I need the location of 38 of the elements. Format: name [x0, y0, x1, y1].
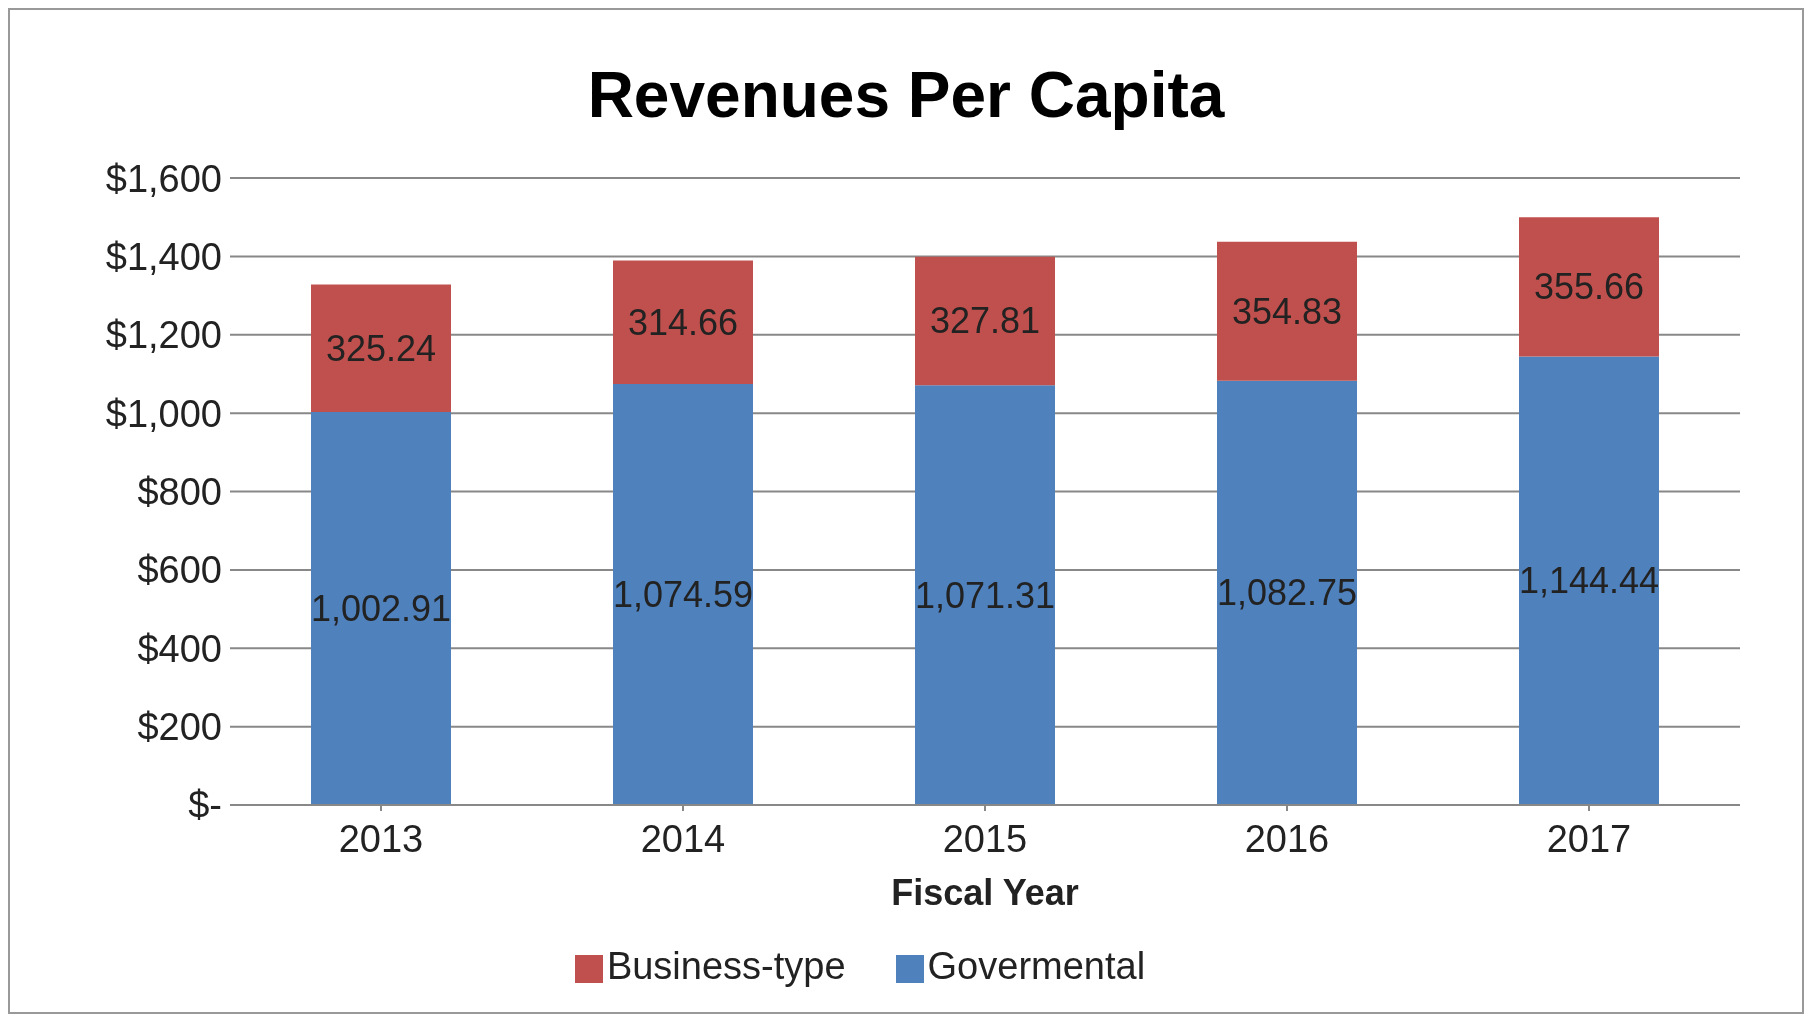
bar: [915, 385, 1055, 805]
bar: [613, 383, 753, 805]
bar: [1519, 217, 1659, 357]
bar: [1217, 380, 1357, 805]
y-tick-label: $1,400: [105, 235, 222, 278]
bar: [613, 260, 753, 384]
data-label: 1,074.59: [612, 573, 754, 615]
legend-label: Govermental: [927, 945, 1146, 987]
y-tick-label: $800: [137, 470, 222, 513]
data-label: 314.66: [627, 301, 739, 343]
chart-title: Revenues Per Capita: [586, 58, 1226, 133]
data-label: 325.24: [325, 327, 437, 369]
y-tick-label: $200: [137, 706, 222, 749]
data-label: 354.83: [1231, 290, 1343, 332]
y-tick-label: $-: [188, 784, 222, 827]
y-tick-label: $1,200: [105, 314, 222, 357]
data-label: 1,071.31: [914, 574, 1056, 616]
x-tick-label: 2014: [640, 817, 726, 860]
bar: [915, 256, 1055, 386]
data-label: 1,002.91: [310, 587, 452, 629]
bar: [311, 411, 451, 805]
data-label: 355.66: [1533, 266, 1645, 308]
x-tick-label: 2015: [942, 817, 1028, 860]
y-tick-label: $600: [137, 549, 222, 592]
legend-label: Business-type: [606, 945, 846, 987]
x-tick-label: 2013: [338, 817, 424, 860]
x-tick-label: 2016: [1244, 817, 1330, 860]
x-tick-label: 2017: [1546, 817, 1632, 860]
bar: [1519, 356, 1659, 805]
y-tick-label: $1,600: [105, 157, 222, 200]
data-label: 327.81: [929, 300, 1041, 342]
bar: [311, 284, 451, 412]
x-axis-title: Fiscal Year: [891, 872, 1079, 913]
data-label: 1,082.75: [1216, 572, 1358, 614]
data-label: 1,144.44: [1518, 560, 1660, 602]
y-tick-label: $1,000: [105, 392, 222, 435]
bar: [1217, 241, 1357, 381]
y-tick-label: $400: [137, 627, 222, 670]
